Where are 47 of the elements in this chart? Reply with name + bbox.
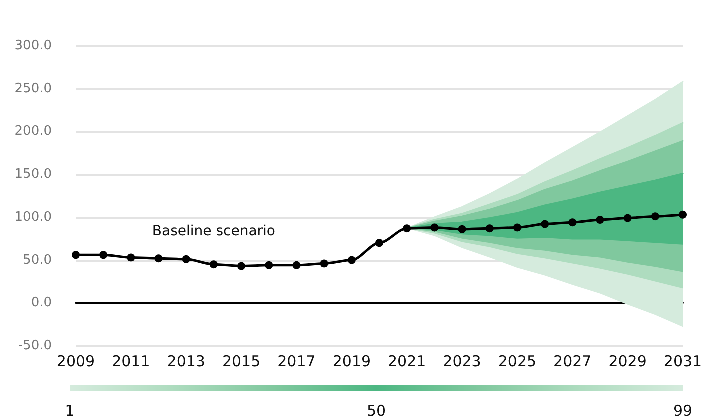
point	[238, 262, 246, 270]
point	[127, 254, 136, 262]
color-bar-label: 50	[366, 402, 386, 418]
x-tick-label: 2021	[388, 352, 426, 370]
y-tick-label: 100.0	[14, 210, 52, 225]
point	[403, 224, 412, 233]
y-tick-label: 150.0	[14, 167, 52, 182]
y-tick-label: 200.0	[14, 124, 52, 140]
color-bar-label: 99	[673, 402, 693, 418]
point	[348, 256, 356, 264]
point	[486, 224, 494, 233]
point	[182, 255, 190, 264]
point	[265, 261, 274, 270]
x-tick-label: 2013	[167, 352, 206, 370]
x-tick-label: 2029	[608, 352, 647, 370]
point	[154, 254, 163, 263]
point	[596, 216, 604, 224]
point	[513, 224, 522, 232]
y-tick-label: 300.0	[14, 38, 52, 54]
x-tick-label: 2025	[498, 352, 537, 370]
x-tick-label: 2017	[278, 352, 316, 370]
point	[541, 220, 550, 228]
point	[210, 260, 218, 269]
series-label: Baseline scenario	[152, 224, 276, 240]
x-tick-label: 2019	[332, 352, 372, 370]
x-tick-label: 2009	[56, 352, 96, 370]
point	[72, 251, 80, 260]
y-tick-label: 50.0	[23, 252, 52, 268]
point	[100, 251, 108, 260]
point	[651, 212, 660, 221]
y-tick-label: 0.0	[31, 296, 52, 311]
x-tick-label: 2023	[443, 352, 482, 370]
point	[679, 210, 687, 219]
point	[376, 239, 384, 248]
point	[430, 224, 439, 232]
y-tick-label: -50.0	[18, 338, 52, 354]
point	[320, 260, 328, 268]
point	[568, 218, 577, 227]
y-tick-label: 250.0	[14, 81, 52, 96]
x-tick-label: 2031	[664, 352, 702, 370]
point	[458, 225, 466, 234]
point	[624, 214, 632, 222]
x-tick-label: 2011	[112, 352, 150, 370]
color-bar-label: 1	[65, 402, 75, 418]
x-tick-label: 2015	[222, 352, 261, 370]
point	[292, 261, 301, 270]
x-tick-label: 2027	[554, 352, 592, 370]
